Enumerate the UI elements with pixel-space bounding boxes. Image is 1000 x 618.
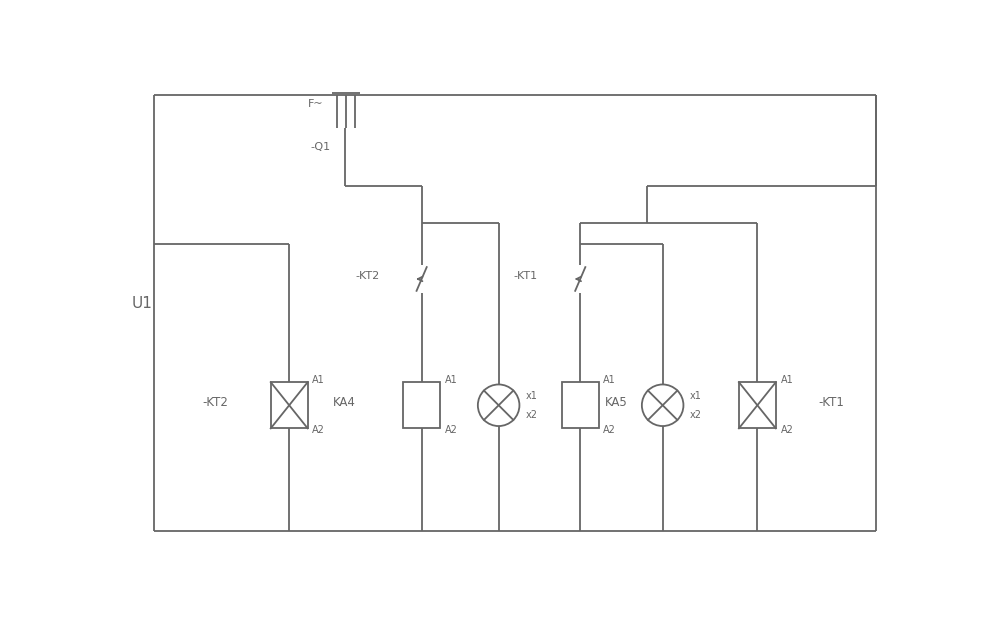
Text: A2: A2 [312, 425, 325, 435]
Text: A1: A1 [312, 375, 325, 385]
Text: A1: A1 [780, 375, 793, 385]
Text: -Q1: -Q1 [311, 142, 331, 152]
Text: x1: x1 [690, 391, 701, 401]
Bar [562, 382, 599, 428]
Text: KA4: KA4 [333, 396, 355, 408]
Text: A2: A2 [603, 425, 616, 435]
Text: U1: U1 [132, 296, 153, 311]
Text: A1: A1 [445, 375, 457, 385]
Bar [403, 382, 440, 428]
Text: x2: x2 [690, 410, 702, 420]
Bar [739, 382, 776, 428]
Text: A1: A1 [603, 375, 616, 385]
Text: -KT2: -KT2 [202, 396, 228, 408]
Text: -KT2: -KT2 [355, 271, 379, 281]
Text: A2: A2 [780, 425, 793, 435]
Text: x1: x1 [526, 391, 537, 401]
Text: KA5: KA5 [605, 396, 628, 408]
Text: -KT1: -KT1 [818, 396, 844, 408]
Text: F~: F~ [307, 99, 323, 109]
Text: -KT1: -KT1 [514, 271, 538, 281]
Text: x2: x2 [526, 410, 538, 420]
Text: A2: A2 [445, 425, 458, 435]
Bar [271, 382, 308, 428]
